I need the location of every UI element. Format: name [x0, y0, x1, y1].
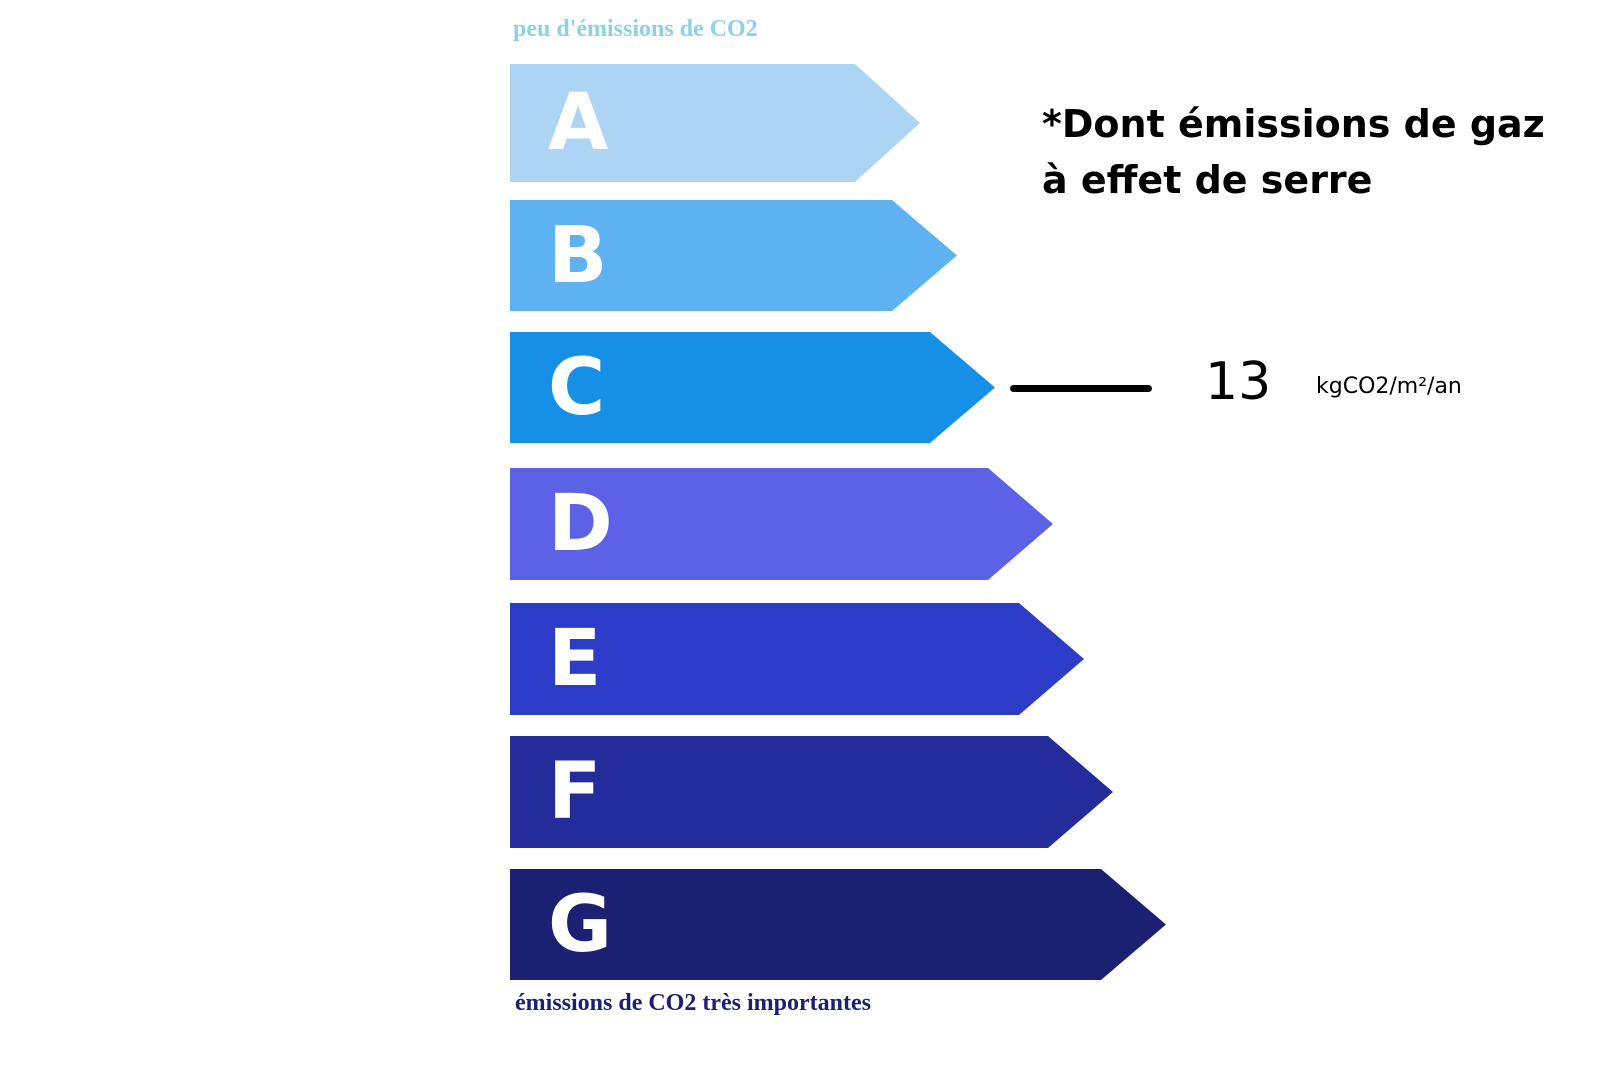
low-emissions-caption: peu d'émissions de CO2: [513, 16, 758, 42]
class-bar-g: G: [510, 869, 1166, 980]
rating-unit: kgCO2/m²/an: [1316, 373, 1462, 399]
class-letter: D: [548, 479, 613, 569]
class-bar-c: C: [510, 332, 995, 443]
class-letter: A: [548, 78, 609, 168]
class-bar-d: D: [510, 468, 1053, 580]
class-letter: B: [548, 210, 608, 301]
class-bar-a: A: [510, 64, 920, 182]
class-letter: C: [548, 342, 606, 433]
rating-indicator-line: [1010, 384, 1152, 392]
rating-value: 13: [1205, 351, 1272, 412]
class-letter: G: [548, 879, 613, 970]
class-letter: F: [548, 747, 602, 837]
title: *Dont émissions de gaz à effet de serre: [1042, 96, 1545, 208]
class-letter: E: [548, 614, 602, 704]
class-bar-f: F: [510, 736, 1113, 848]
class-bar-b: B: [510, 200, 957, 311]
title-line-2: à effet de serre: [1042, 158, 1373, 202]
title-line-1: *Dont émissions de gaz: [1042, 102, 1545, 146]
class-bar-e: E: [510, 603, 1084, 715]
high-emissions-caption: émissions de CO2 très importantes: [515, 990, 871, 1016]
